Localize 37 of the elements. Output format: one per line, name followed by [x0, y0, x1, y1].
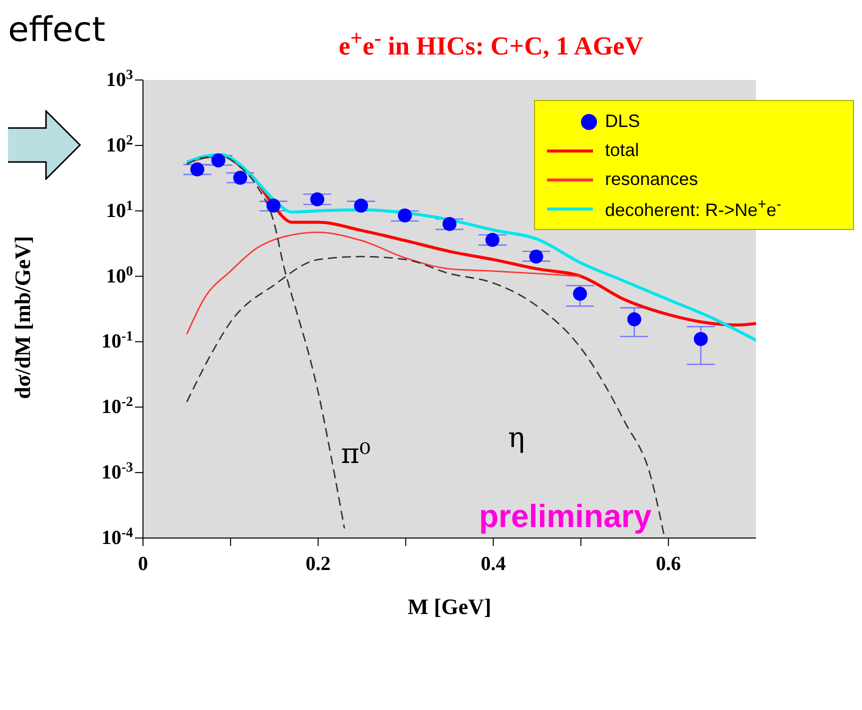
x-tick-label: 0 [138, 553, 148, 575]
point [572, 286, 587, 301]
point [354, 198, 368, 213]
legend-label: total [605, 140, 640, 161]
point [627, 312, 642, 326]
legend-label: DLS [605, 111, 640, 132]
y-tick-label: 10$^{3}$ [106, 68, 133, 91]
point [485, 232, 500, 247]
line-series [186, 232, 582, 335]
y-tick-label: 10$^{-3}$ [101, 460, 133, 484]
chart-title: e$^{+}$e$^{-}$ in HICs: C+C, 1 AGeV [338, 26, 644, 61]
point [398, 208, 412, 222]
point [233, 170, 248, 185]
point [211, 153, 226, 168]
point [310, 192, 324, 206]
legend-label: resonances [605, 169, 698, 190]
point [190, 162, 204, 176]
y-tick-label: 10$^{0}$ [106, 264, 133, 288]
legend-label: decoherent: R->Ne$^{+}$e$^{-}$ [605, 196, 782, 221]
y-tick-label: 10$^{2}$ [106, 132, 133, 156]
text: effect [8, 10, 106, 51]
annotation: preliminary [479, 498, 652, 534]
point [442, 216, 456, 231]
y-tick-label: 10$^{-1}$ [101, 329, 133, 353]
y-tick-label: 10$^{-2}$ [101, 394, 133, 418]
y-tick-label: 10$^{1}$ [106, 198, 133, 222]
annotation: η [508, 421, 525, 454]
point [694, 332, 708, 346]
x-axis-title: M [GeV] [408, 594, 492, 619]
x-tick-label: 0.6 [656, 553, 681, 575]
y-axis-title: dσ/dM [mb/GeV] [10, 236, 35, 399]
y-tick-label: 10$^{-4}$ [101, 526, 133, 549]
x-tick-label: 0.2 [306, 553, 331, 575]
x-tick-label: 0.4 [480, 553, 506, 575]
point [529, 250, 544, 264]
annotation: π⁰ [341, 437, 371, 470]
point [266, 198, 280, 213]
